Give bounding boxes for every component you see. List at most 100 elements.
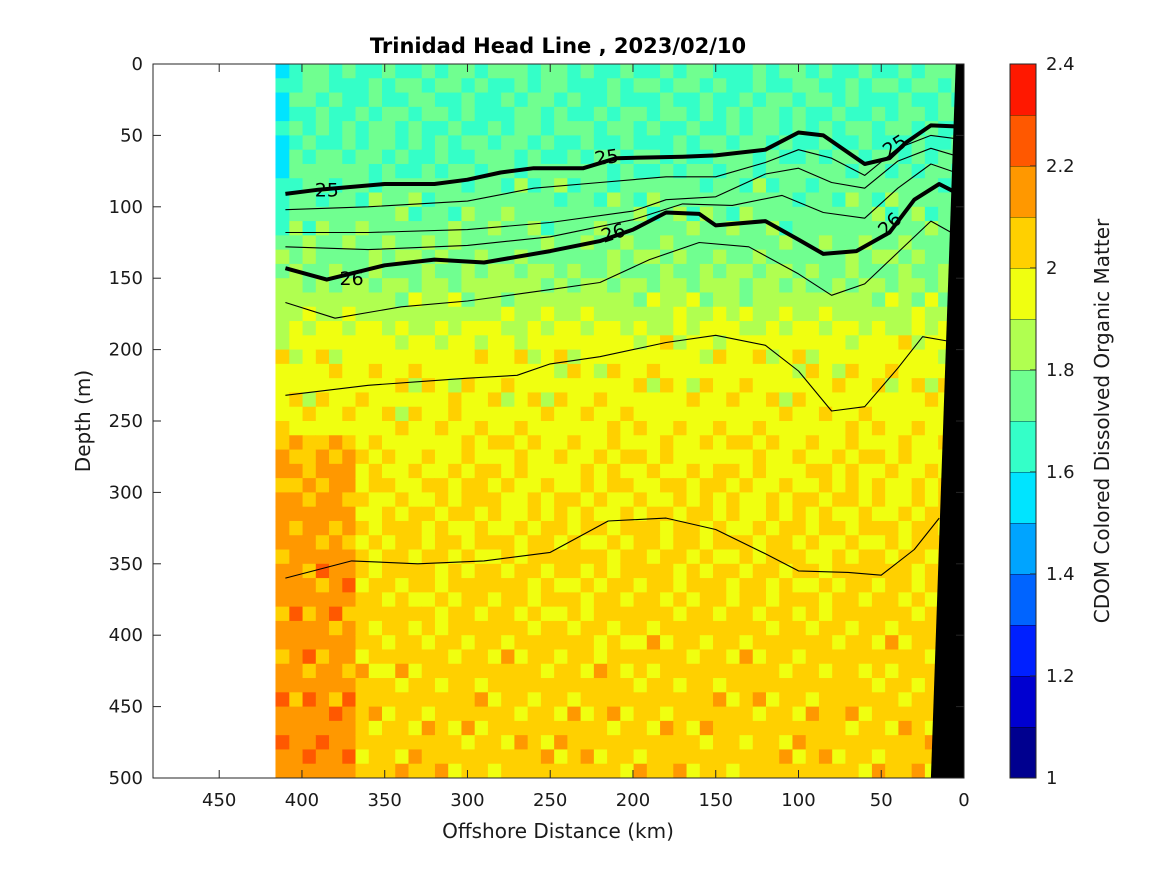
x-tick-label: 400 [285,790,319,811]
contour-line [285,163,964,251]
field-cell [831,163,846,179]
field-cell [354,635,369,651]
field-cell [752,406,766,422]
field-cell [911,378,925,394]
field-cell [884,749,899,765]
field-cell [752,592,766,608]
field-cell [593,321,608,336]
field-cell [911,535,925,551]
field-cell [672,749,687,765]
field-cell [606,520,621,536]
field-cell [646,406,661,422]
field-cell [474,378,488,394]
field-cell [897,735,912,751]
field-cell [487,178,502,194]
field-cell [712,92,727,108]
field-cell [301,135,316,151]
field-cell [368,678,383,693]
field-cell [368,378,383,394]
field-cell [434,278,449,294]
field-cell [871,592,886,608]
field-cell [328,378,343,394]
field-cell [685,349,700,365]
field-cell [421,463,435,479]
field-cell [513,549,528,565]
field-cell [407,292,422,308]
field-cell [818,620,833,636]
field-cell [818,635,833,651]
field-cell [460,578,475,593]
field-cell [765,335,780,351]
field-cell [394,678,409,693]
field-cell [434,378,449,394]
field-cell [897,706,912,722]
field-cell [341,520,356,536]
colorbar-swatch [1010,676,1036,727]
field-cell [805,178,819,194]
field-cell [778,406,793,422]
field-cell [818,306,833,322]
field-cell [818,406,833,422]
field-cell [434,463,449,479]
field-cell [778,163,793,179]
field-cell [844,592,859,608]
field-cell [368,249,383,265]
field-cell [341,78,356,94]
field-cell [341,278,356,294]
field-cell [341,763,356,778]
field-cell [725,649,740,665]
field-cell [553,406,568,422]
field-cell [474,649,488,665]
field-cell [593,720,608,736]
field-cell [672,706,687,722]
field-cell [646,321,661,336]
field-cell [474,206,488,222]
field-cell [752,235,766,251]
field-cell [421,763,435,778]
field-cell [712,663,727,679]
field-cell [421,578,435,593]
field-cell [619,292,634,308]
field-cell [368,292,383,308]
field-cell [752,306,766,322]
field-cell [805,549,819,565]
field-cell [593,492,608,508]
field-cell [818,64,833,79]
field-cell [685,363,700,379]
field-cell [844,192,859,208]
field-cell [858,649,872,665]
field-cell [725,763,740,778]
field-cell [500,606,515,622]
field-cell [646,249,661,265]
field-cell [831,335,846,351]
field-cell [354,520,369,536]
field-cell [275,235,290,251]
field-cell [924,292,939,308]
field-cell [540,363,555,379]
field-cell [381,663,396,679]
field-cell [911,520,925,536]
field-cell [685,378,700,394]
field-cell [937,106,952,122]
field-cell [368,492,383,508]
field-cell [381,249,396,265]
field-cell [752,263,766,279]
field-cell [712,563,727,579]
field-cell [858,549,872,565]
field-cell [381,149,396,165]
field-cell [805,678,819,693]
field-cell [527,64,541,79]
field-cell [738,435,753,451]
field-cell [858,64,872,79]
field-cell [632,520,647,536]
field-cell [513,478,528,493]
field-cell [500,363,515,379]
field-cell [460,749,475,765]
field-cell [553,349,568,365]
field-cell [778,735,793,751]
field-cell [791,706,806,722]
field-cell [500,406,515,422]
field-cell [434,620,449,636]
field-cell [699,306,714,322]
field-cell [791,263,806,279]
